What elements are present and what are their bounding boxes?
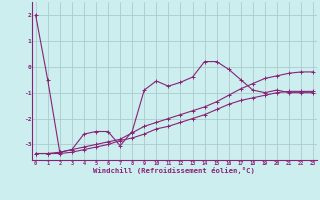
X-axis label: Windchill (Refroidissement éolien,°C): Windchill (Refroidissement éolien,°C) [93,167,255,174]
